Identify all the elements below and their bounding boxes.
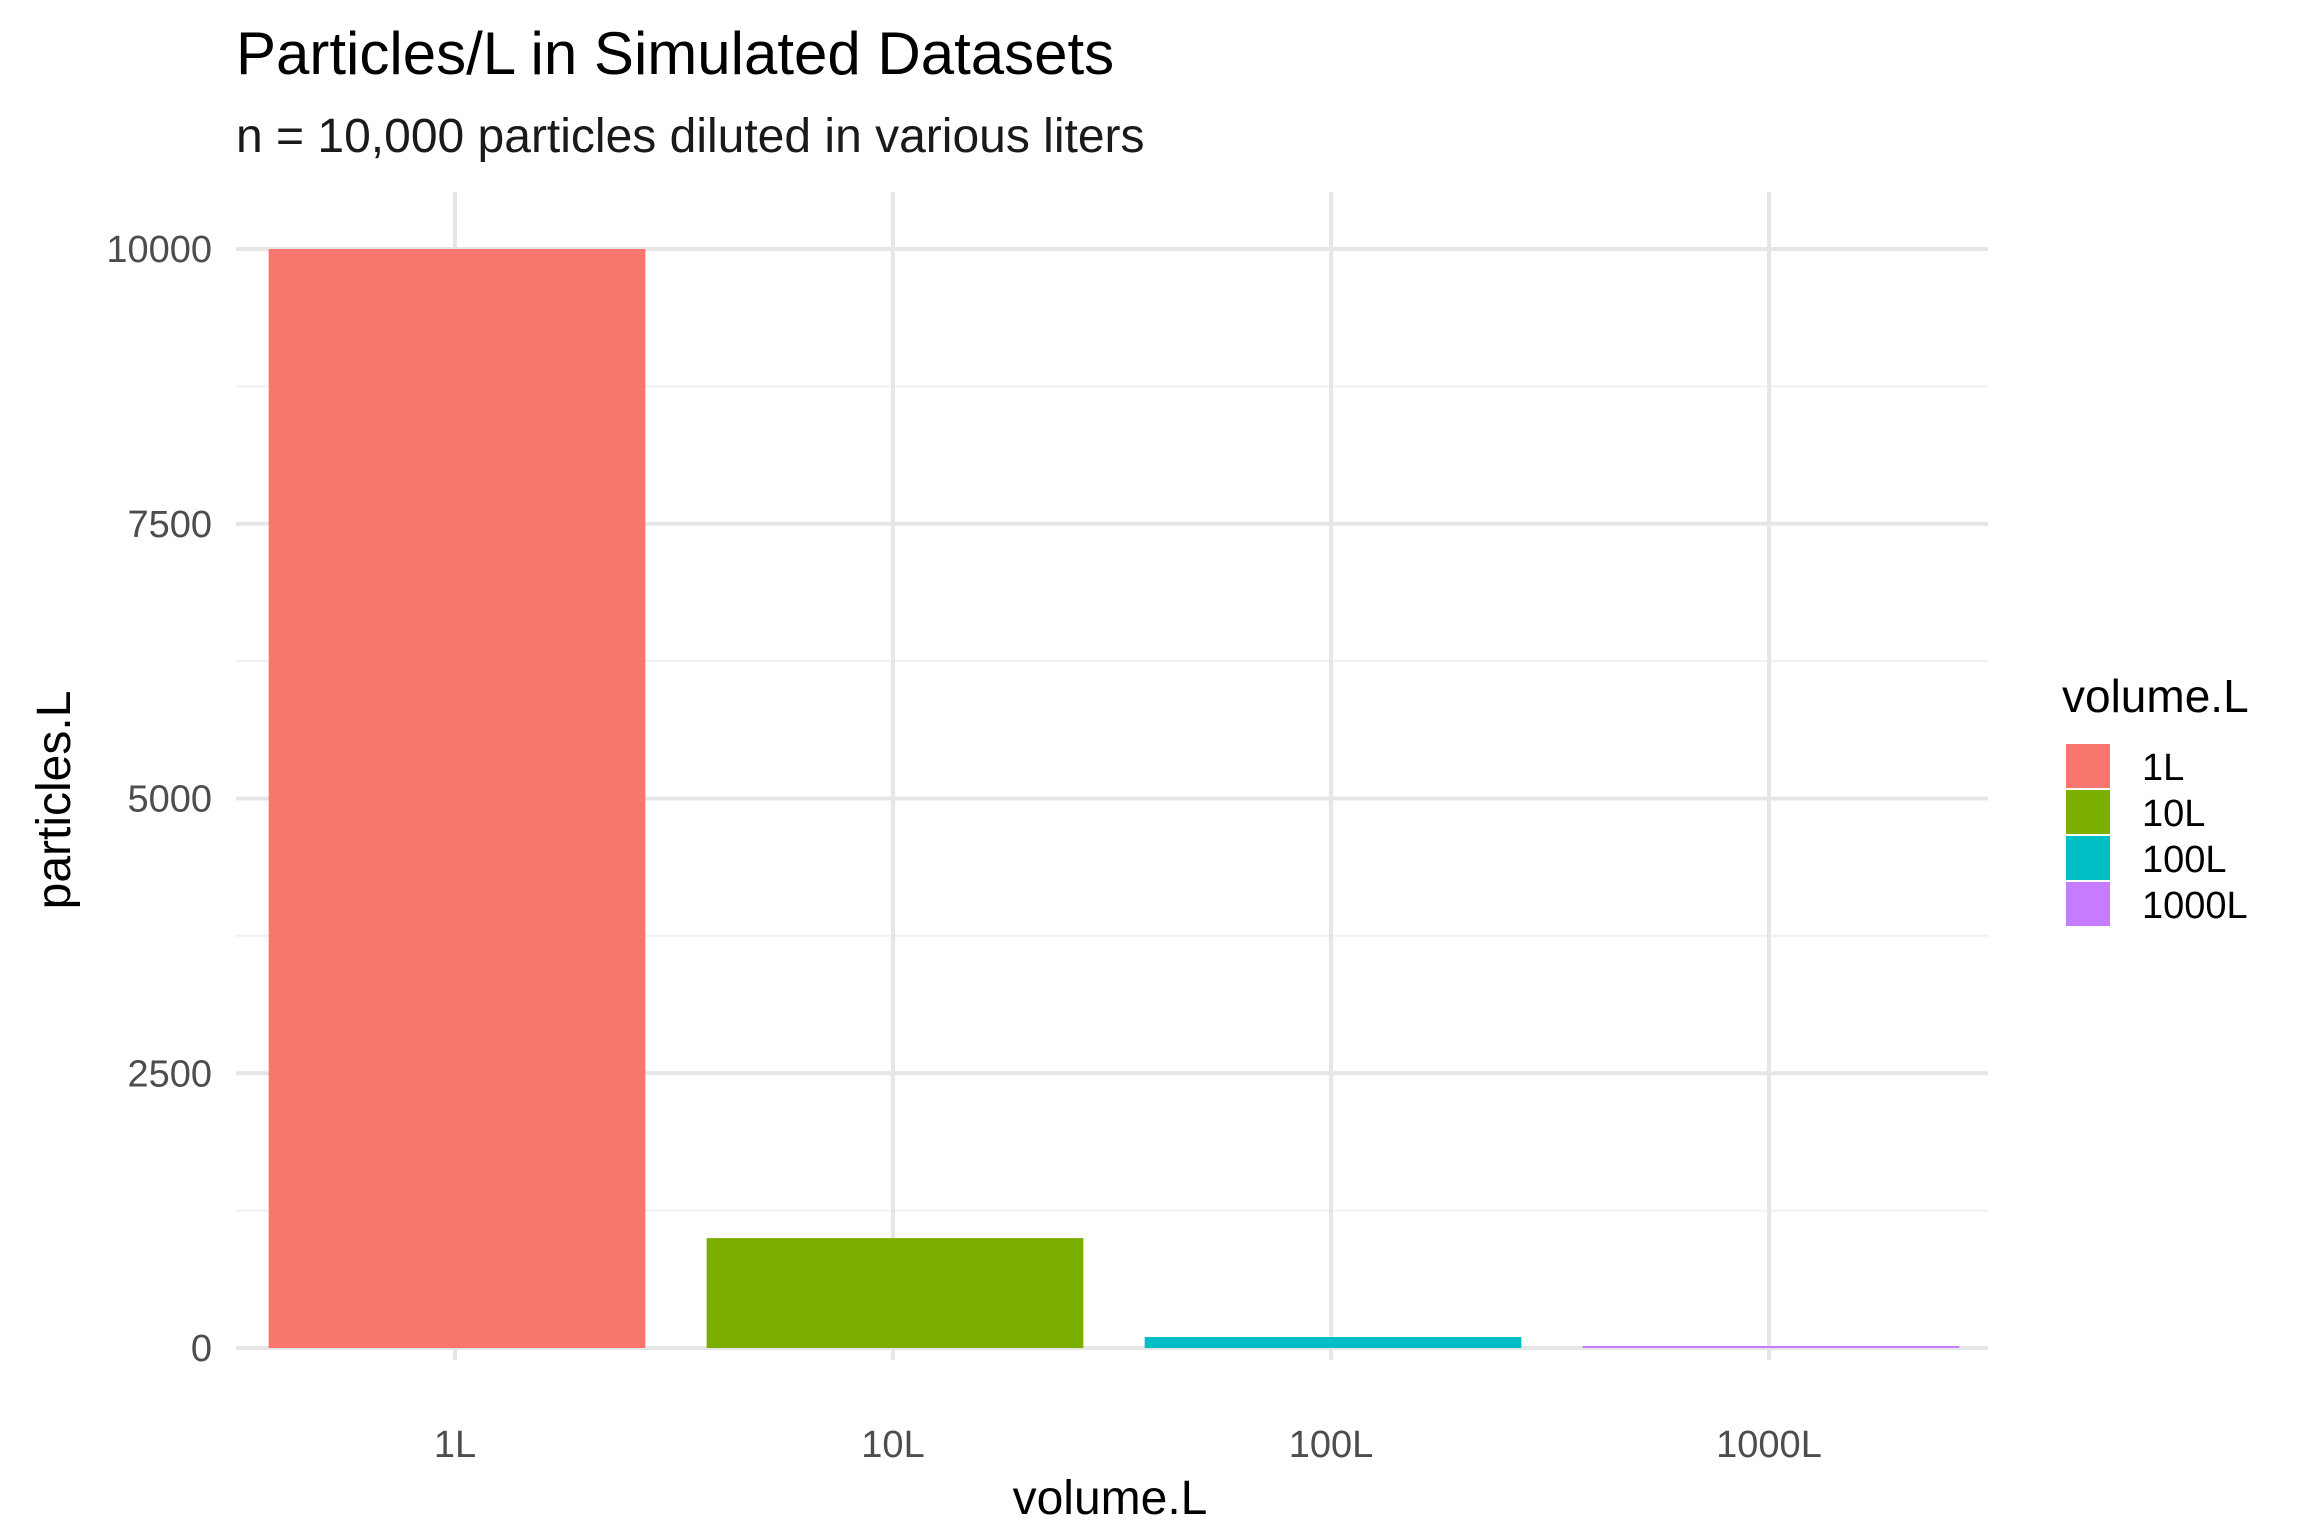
- legend-label: 100L: [2142, 839, 2227, 881]
- legend-key: [2066, 744, 2110, 788]
- y-tick-label: 5000: [127, 779, 212, 821]
- chart-title: Particles/L in Simulated Datasets: [236, 20, 1114, 87]
- bar-10L: [706, 1238, 1084, 1348]
- x-axis-ticks: 1L 10L 100L 1000L: [434, 1424, 1822, 1466]
- legend-label: 1000L: [2142, 885, 2248, 927]
- x-axis-title: volume.L: [1013, 1472, 1208, 1525]
- y-tick-label: 2500: [127, 1053, 212, 1095]
- x-tick-label: 1000L: [1716, 1424, 1822, 1466]
- legend-title: volume.L: [2062, 670, 2249, 722]
- x-tick-label: 1L: [434, 1424, 476, 1466]
- legend-key: [2066, 790, 2110, 834]
- bar-100L: [1144, 1337, 1522, 1348]
- y-tick-label: 7500: [127, 504, 212, 546]
- bars: [268, 249, 1960, 1348]
- bar-1L: [268, 249, 646, 1348]
- legend-label: 1L: [2142, 747, 2184, 789]
- legend-key: [2066, 882, 2110, 926]
- y-axis-ticks: 0 2500 5000 7500 10000: [106, 229, 212, 1370]
- legend-label: 10L: [2142, 793, 2205, 835]
- bar-1000L: [1582, 1346, 1960, 1348]
- y-axis-title: particles.L: [28, 691, 81, 910]
- chart-subtitle: n = 10,000 particles diluted in various …: [236, 110, 1145, 163]
- x-tick-label: 10L: [861, 1424, 924, 1466]
- legend-key: [2066, 836, 2110, 880]
- y-tick-label: 0: [191, 1328, 212, 1370]
- y-tick-label: 10000: [106, 229, 212, 271]
- x-tick-label: 100L: [1289, 1424, 1374, 1466]
